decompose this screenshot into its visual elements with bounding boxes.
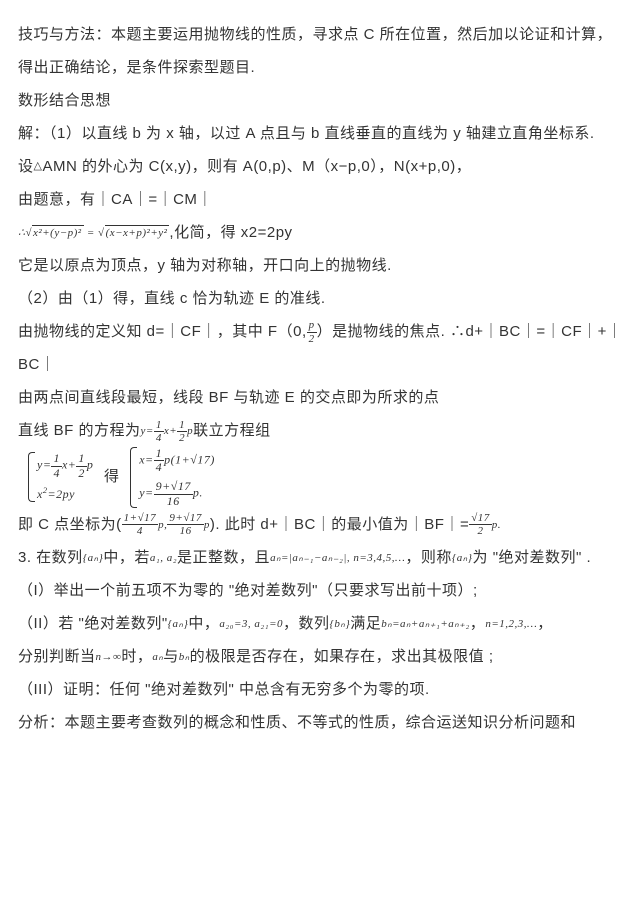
seq-an3: {aₙ} bbox=[168, 618, 189, 630]
t: 由抛物线的定义知 d=｜CF｜，其中 F（0, bbox=[18, 323, 307, 340]
t: 3. 在数列 bbox=[18, 549, 83, 566]
frac-p2: p2 bbox=[307, 319, 317, 344]
parabola-desc: 它是以原点为顶点，y 轴为对称轴，开口向上的抛物线. bbox=[18, 249, 624, 282]
point-c-line: 即 C 点坐标为(1+√174p,9+√1716p). 此时 d+｜BC｜的最小… bbox=[18, 508, 624, 541]
part-ii: （II）若 "绝对差数列"{aₙ}中，a₂₀=3, a₂₁=0，数列{bₙ}满足… bbox=[18, 607, 624, 640]
t: 时， bbox=[121, 648, 152, 665]
t: 中，若 bbox=[103, 549, 150, 566]
t: ，则称 bbox=[405, 549, 452, 566]
ninf: n→∞ bbox=[96, 651, 122, 663]
seq-bn: {bₙ} bbox=[330, 618, 351, 630]
sqrt-rhs: (x−x+p)²+y² bbox=[98, 225, 169, 239]
analysis-line: 分析：本题主要考查数列的概念和性质、不等式的性质，综合运送知识分析问题和 bbox=[18, 706, 624, 739]
t: ，数列 bbox=[283, 615, 330, 632]
derive-line: ∴x²+(y−p)² = (x−x+p)²+y²,化简，得 x2=2py bbox=[18, 216, 624, 249]
t: ， bbox=[537, 615, 553, 632]
t: ,化简，得 x2=2py bbox=[169, 224, 292, 241]
t: 即 C 点坐标为( bbox=[18, 516, 122, 533]
eq-bf: y=14x+12p bbox=[141, 425, 194, 437]
seq-an: {aₙ} bbox=[83, 552, 104, 564]
t: 是正整数，且 bbox=[177, 549, 270, 566]
focus-line: 由抛物线的定义知 d=｜CF｜，其中 F（0,p2）是抛物线的焦点. ∴d+｜B… bbox=[18, 315, 624, 381]
idea-line: 数形结合思想 bbox=[18, 84, 624, 117]
therefore: ∴ bbox=[18, 227, 26, 239]
system-mid: 得 bbox=[104, 468, 120, 485]
tips-paragraph: 技巧与方法：本题主要运用抛物线的性质，寻求点 C 所在位置，然后加以论证和计算，… bbox=[18, 18, 624, 84]
sqrt-lhs: x²+(y−p)² bbox=[26, 225, 84, 239]
t: 设 bbox=[18, 158, 34, 175]
t: 直线 BF 的方程为 bbox=[18, 422, 141, 439]
part-i: （I）举出一个前五项不为零的 "绝对差数列"（只要求写出前十项）; bbox=[18, 574, 624, 607]
line-bf: 直线 BF 的方程为y=14x+12p联立方程组 bbox=[18, 414, 624, 447]
seq-an2: {aₙ} bbox=[452, 552, 473, 564]
bn-lim: bₙ bbox=[179, 651, 190, 663]
an-lim: aₙ bbox=[152, 651, 163, 663]
t: ， bbox=[470, 615, 486, 632]
recur: aₙ=|aₙ₋₁−aₙ₋₂|, n=3,4,5,… bbox=[270, 552, 405, 564]
frac-cy: 9+√1716 bbox=[167, 512, 203, 537]
t: 联立方程组 bbox=[193, 422, 271, 439]
system-1: y=14x+12p x2=2py bbox=[28, 452, 93, 502]
system-block: y=14x+12p x2=2py 得 x=14p(1+√17) y=9+√171… bbox=[18, 447, 624, 508]
shortest-line: 由两点间直线段最短，线段 BF 与轨迹 E 的交点即为所求的点 bbox=[18, 381, 624, 414]
t: p. bbox=[492, 519, 501, 531]
nrange: n=1,2,3,… bbox=[485, 618, 537, 630]
t: 与 bbox=[163, 648, 179, 665]
system-2: x=14p(1+√17) y=9+√1716p. bbox=[130, 447, 215, 508]
part-iii: （III）证明：任何 "绝对差数列" 中总含有无穷多个为零的项. bbox=[18, 673, 624, 706]
setup-line: 设△AMN 的外心为 C(x,y)，则有 A(0,p)、M（x−p,0），N(x… bbox=[18, 150, 624, 183]
condition-line: 由题意，有｜CA｜=｜CM｜ bbox=[18, 183, 624, 216]
limit-line: 分别判断当n→∞时，aₙ与bₙ的极限是否存在，如果存在，求出其极限值 ; bbox=[18, 640, 624, 673]
t: 的极限是否存在，如果存在，求出其极限值 ; bbox=[190, 648, 494, 665]
solution-step1: 解：（1）以直线 b 为 x 轴，以过 A 点且与 b 直线垂直的直线为 y 轴… bbox=[18, 117, 624, 150]
problem-3: 3. 在数列{aₙ}中，若a₁, a₂是正整数，且aₙ=|aₙ₋₁−aₙ₋₂|,… bbox=[18, 541, 624, 574]
t: ). 此时 d+｜BC｜的最小值为｜BF｜= bbox=[210, 516, 469, 533]
t: AMN 的外心为 C(x,y)，则有 A(0,p)、M（x−p,0），N(x+p… bbox=[42, 158, 471, 175]
t: 中， bbox=[188, 615, 219, 632]
eq: = bbox=[84, 227, 98, 239]
t: 为 "绝对差数列" . bbox=[473, 549, 592, 566]
t: 分别判断当 bbox=[18, 648, 96, 665]
t: 满足 bbox=[350, 615, 381, 632]
bdef: bₙ=aₙ+aₙ₊₁+aₙ₊₂ bbox=[381, 618, 470, 630]
frac-bf: √172 bbox=[469, 512, 492, 537]
t: p, bbox=[158, 519, 167, 531]
a1a2: a₁, a₂ bbox=[150, 552, 177, 564]
t: （II）若 "绝对差数列" bbox=[18, 615, 168, 632]
a20a21: a₂₀=3, a₂₁=0 bbox=[219, 618, 283, 630]
step2-line: （2）由（1）得，直线 c 恰为轨迹 E 的准线. bbox=[18, 282, 624, 315]
frac-cx: 1+√174 bbox=[122, 512, 158, 537]
